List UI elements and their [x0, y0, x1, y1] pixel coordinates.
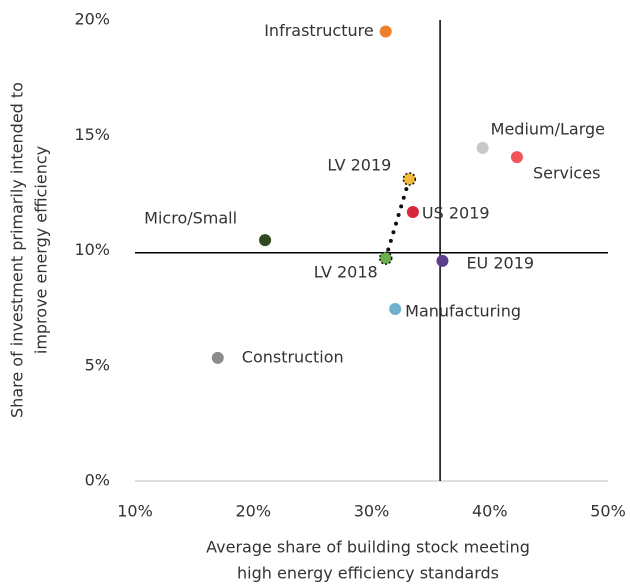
y-tick-label: 0% [85, 471, 110, 490]
point [379, 25, 392, 38]
point [211, 351, 224, 364]
x-tick-label: 20% [235, 502, 271, 521]
trend-line [383, 177, 412, 261]
point-label: Medium/Large [491, 119, 605, 138]
x-tick-label: 40% [472, 502, 508, 521]
point-label: Construction [242, 347, 344, 366]
y-tick-label: 10% [74, 240, 110, 259]
point-label: EU 2019 [466, 253, 534, 272]
point-label: US 2019 [422, 204, 490, 223]
point [402, 172, 417, 186]
point-label: Micro/Small [144, 209, 237, 228]
point [378, 251, 393, 265]
point [476, 141, 489, 154]
point [259, 234, 272, 247]
x-tick-label: 50% [590, 502, 626, 521]
point-label: LV 2019 [327, 156, 391, 175]
point-label: Services [533, 164, 600, 183]
y-axis-title: Share of investment primarily intended t… [8, 82, 27, 418]
point [389, 303, 402, 316]
y-tick-label: 20% [74, 10, 110, 29]
y-axis-title: improve energy efficiency [32, 146, 51, 354]
x-axis-title: high energy efficiency standards [237, 564, 499, 583]
y-tick-label: 15% [74, 125, 110, 144]
x-tick-label: 30% [354, 502, 390, 521]
y-tick-label: 5% [85, 355, 110, 374]
point [436, 254, 449, 267]
point-label: Manufacturing [405, 302, 521, 321]
point [510, 151, 523, 164]
point [406, 206, 419, 219]
x-axis-title: Average share of building stock meeting [206, 538, 530, 557]
x-tick-label: 10% [117, 502, 153, 521]
point-label: LV 2018 [314, 263, 378, 282]
point-label: Infrastructure [264, 21, 373, 40]
